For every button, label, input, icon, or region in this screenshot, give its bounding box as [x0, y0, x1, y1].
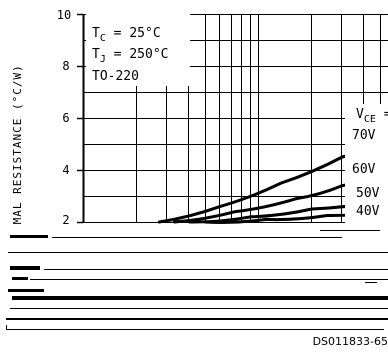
- series-label-40v: 40V: [356, 204, 380, 219]
- series-labels: VCE = 70V 60V 50V 40V: [345, 104, 388, 229]
- y-axis-label: RMAL RESISTANCE (°C/W): [11, 64, 24, 232]
- document-id: DS011833-65: [313, 335, 388, 348]
- y-tick-label-2: 2: [62, 213, 69, 227]
- y-tick-label-4: 4: [62, 163, 69, 177]
- series-label-70v: 70V: [352, 128, 376, 143]
- vce-legend-title: VCE =: [356, 107, 388, 125]
- y-tick-label-6: 6: [62, 111, 69, 125]
- tc-condition: TC = 25°C: [92, 26, 161, 44]
- tj-condition: TJ = 250°C: [92, 47, 168, 65]
- series-label-50v: 50V: [356, 186, 380, 201]
- y-tick-labels: 10 8 6 4 2: [57, 8, 71, 227]
- conditions-box: TC = 25°C TJ = 250°C TO-220: [86, 14, 190, 86]
- y-tick-label-10: 10: [57, 8, 71, 22]
- package-label: TO-220: [92, 69, 139, 84]
- scan-artifacts: [0, 225, 388, 353]
- series-label-60v: 60V: [352, 162, 376, 177]
- y-tick-label-8: 8: [62, 59, 69, 73]
